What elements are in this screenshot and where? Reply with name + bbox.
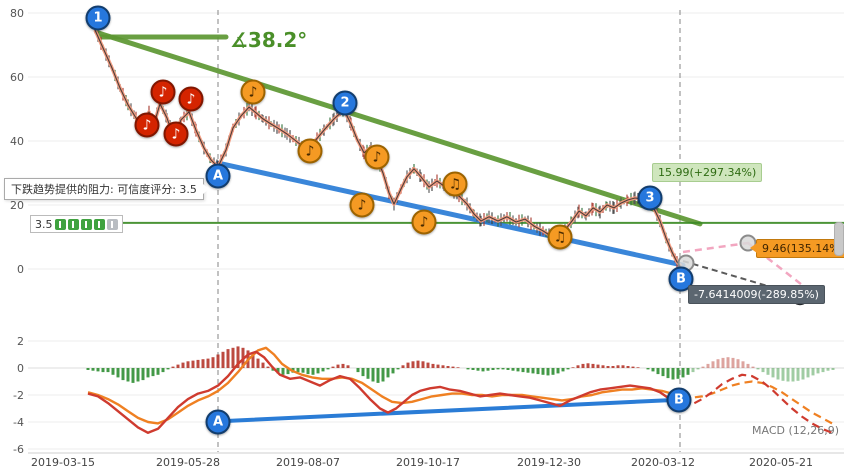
wave-label-3[interactable]: 3 [637,185,663,211]
ab-trendline[interactable] [215,160,686,268]
signal-note-2[interactable]: ♪ [297,138,323,164]
price-ytick-label: 40 [10,135,24,148]
signal-note-6[interactable]: ♫ [442,171,468,197]
macd-ytick-label: -2 [13,389,24,402]
macd-point-a-label[interactable]: A [205,409,231,435]
x-axis-label: 2019-05-28 [156,456,220,469]
x-axis-label: 2019-03-15 [31,456,95,469]
candle-icon [54,218,66,230]
wave-label-2[interactable]: 2 [332,90,358,116]
x-axis-label: 2019-10-17 [396,456,460,469]
sell-signal-note-2[interactable]: ♪ [150,79,176,105]
target-down-badge[interactable]: -7.6414009(-289.85%) [688,285,825,304]
macd-indicator-label: MACD (12,26,9) [752,424,840,437]
signal-note-4[interactable]: ♪ [364,144,390,170]
signal-note-7[interactable]: ♫ [547,224,573,250]
price-ytick-label: 0 [17,263,24,276]
sell-signal-note-3[interactable]: ♪ [163,121,189,147]
candle-icon-dim [106,218,118,230]
x-axis-label: 2019-08-07 [276,456,340,469]
macd-ab-trendline[interactable] [216,397,681,424]
price-overlay-line [93,29,683,268]
x-axis-label: 2020-03-12 [631,456,695,469]
sell-signal-note-4[interactable]: ♪ [178,86,204,112]
price-line [94,29,682,267]
resistance-tooltip: 下跌趋势提供的阻力: 可信度评分: 3.5 [4,178,209,200]
scrollbar-thumb[interactable] [834,222,844,256]
arrow-left-icon [750,243,757,253]
dea-line-projection [681,380,833,425]
candle-icon [67,218,79,230]
macd-ytick-label: -6 [13,443,24,456]
angle-label: ∡38.2° [230,28,308,52]
candle-icon [93,218,105,230]
macd-ytick-label: -4 [13,416,24,429]
target-mid-text: 9.46(135.14%) [762,242,844,255]
macd-ytick-label: 0 [17,362,24,375]
confidence-legend: 3.5 [30,215,123,233]
macd-point-b-label[interactable]: B [666,387,692,413]
resistance-tooltip-text: 下跌趋势提供的阻力: 可信度评分: 3.5 [11,183,197,196]
x-axis-label: 2020-05-21 [749,456,813,469]
confidence-score: 3.5 [35,217,53,231]
dif-line-projection [681,373,833,434]
wave-label-1[interactable]: 1 [85,5,111,31]
tooltip-arrow-icon [202,184,209,194]
x-axis-label: 2019-12-30 [517,456,581,469]
signal-note-5[interactable]: ♪ [411,209,437,235]
price-ytick-label: 20 [10,199,24,212]
candle-icon [80,218,92,230]
target-mid-badge[interactable]: 9.46(135.14%) [750,239,844,258]
point-a-label[interactable]: A [205,163,231,189]
target-up-badge[interactable]: 15.99(+297.34%) [652,163,763,182]
signal-note-1[interactable]: ♪ [240,79,266,105]
sell-signal-note-1[interactable]: ♪ [134,112,160,138]
macd-ytick-label: 2 [17,335,24,348]
price-ytick-label: 80 [10,7,24,20]
signal-note-3[interactable]: ♪ [349,192,375,218]
dif-line [87,350,683,434]
price-ytick-label: 60 [10,71,24,84]
point-b-label[interactable]: B [668,266,694,292]
resistance-trendline[interactable] [95,30,703,227]
